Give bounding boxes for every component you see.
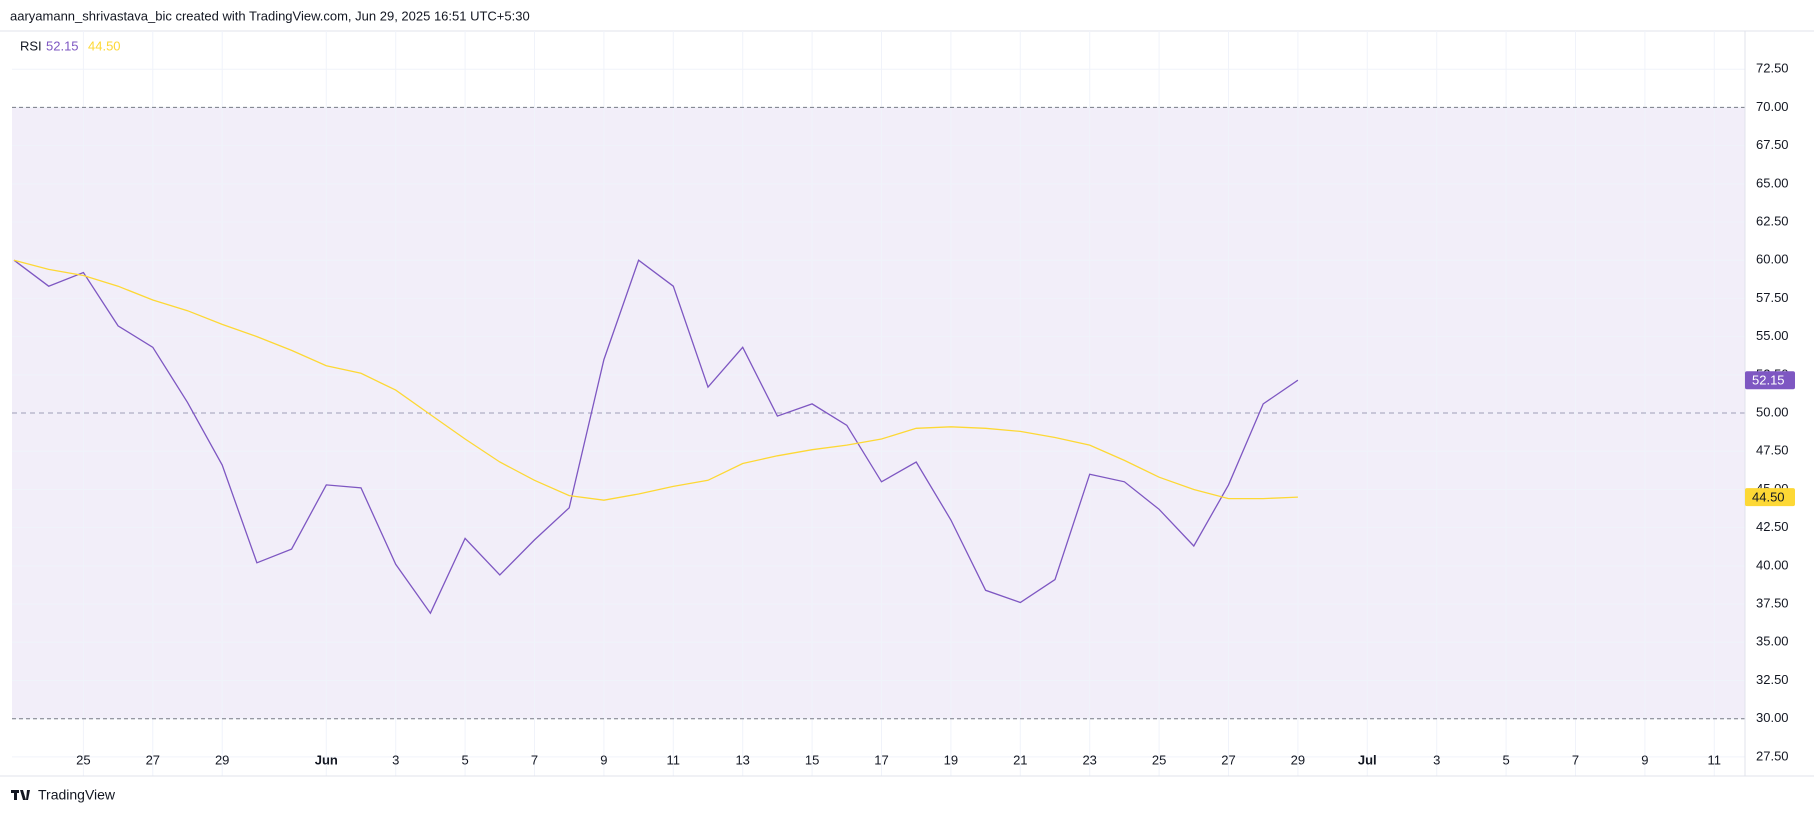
y-tick-label: 32.50 — [1756, 672, 1789, 687]
x-tick-label: 7 — [1572, 752, 1579, 767]
y-tick-label: 27.50 — [1756, 748, 1789, 763]
y-tick-label: 60.00 — [1756, 252, 1789, 267]
y-tick-label: 55.00 — [1756, 328, 1789, 343]
header-text: aaryamann_shrivastava_bic created with T… — [10, 8, 530, 23]
y-tick-label: 37.50 — [1756, 596, 1789, 611]
y-tick-label: 30.00 — [1756, 710, 1789, 725]
x-tick-label: 25 — [1152, 752, 1166, 767]
y-tick-label: 72.50 — [1756, 61, 1789, 76]
legend-title: RSI — [20, 38, 42, 53]
x-tick-label: 11 — [667, 752, 681, 767]
x-tick-label: 9 — [1641, 752, 1648, 767]
y-tick-label: 57.50 — [1756, 290, 1789, 305]
price-tag-label: 44.50 — [1752, 490, 1785, 505]
x-tick-label: 19 — [944, 752, 958, 767]
x-tick-label: 27 — [1221, 752, 1235, 767]
x-tick-label: 29 — [1291, 752, 1305, 767]
plot-area — [12, 31, 1745, 776]
y-tick-label: 65.00 — [1756, 175, 1789, 190]
x-tick-label: 13 — [735, 752, 749, 767]
price-tag-label: 52.15 — [1752, 373, 1785, 388]
logo — [11, 790, 30, 800]
x-tick-label: 5 — [461, 752, 468, 767]
y-tick-label: 35.00 — [1756, 634, 1789, 649]
x-tick-label: 25 — [76, 752, 90, 767]
series-line — [13, 259, 1299, 615]
x-tick-label: 9 — [600, 752, 607, 767]
x-tick-label: 23 — [1082, 752, 1096, 767]
x-tick-label: Jun — [315, 752, 338, 767]
legend-value: 44.50 — [88, 38, 121, 53]
x-tick-label: 27 — [146, 752, 160, 767]
y-tick-label: 40.00 — [1756, 557, 1789, 572]
brand: TradingView — [38, 787, 116, 803]
x-tick-label: 21 — [1013, 752, 1027, 767]
y-tick-label: 62.50 — [1756, 213, 1789, 228]
series-line — [13, 259, 1298, 501]
x-tick-label: 3 — [392, 752, 399, 767]
x-tick-label: 17 — [874, 752, 888, 767]
x-tick-label: Jul — [1358, 752, 1377, 767]
x-tick-label: 11 — [1708, 752, 1722, 767]
x-tick-label: 5 — [1502, 752, 1509, 767]
price-tag — [1745, 488, 1795, 507]
x-tick-label: 29 — [215, 752, 229, 767]
x-tick-label: 3 — [1433, 752, 1440, 767]
legend-value: 52.15 — [46, 38, 79, 53]
x-tick-label: 15 — [805, 752, 819, 767]
y-tick-label: 67.50 — [1756, 137, 1789, 152]
y-tick-label: 50.00 — [1756, 404, 1789, 419]
y-tick-label: 70.00 — [1756, 99, 1789, 114]
y-tick-label: 47.50 — [1756, 443, 1789, 458]
y-tick-label: 42.50 — [1756, 519, 1789, 534]
price-tag — [1745, 371, 1795, 390]
x-tick-label: 7 — [531, 752, 538, 767]
